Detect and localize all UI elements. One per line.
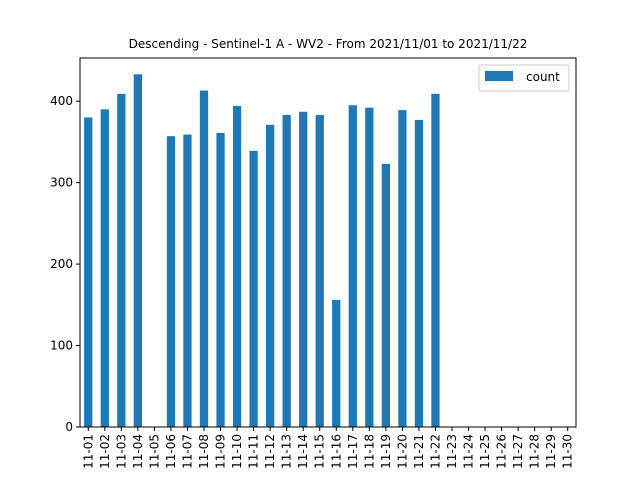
x-tick-label: 11-05 — [147, 434, 161, 469]
y-tick-label: 400 — [50, 94, 73, 108]
x-axis-ticks: 11-01 11-02 11-03 11-04 11-05 11-06 11-07 11-08… — [81, 427, 575, 469]
x-tick-label: 11-30 — [561, 434, 575, 469]
x-tick-label: 11-04 — [131, 434, 145, 469]
x-tick-label: 11-21 — [412, 434, 426, 469]
bar — [315, 115, 324, 428]
bar — [431, 93, 440, 427]
bar — [332, 299, 341, 427]
bar — [166, 136, 176, 427]
y-tick-label: 0 — [65, 420, 73, 434]
bar — [249, 150, 258, 428]
bar — [199, 90, 209, 427]
x-tick-label: 11-16 — [329, 434, 343, 469]
y-tick-label: 300 — [50, 176, 73, 190]
bar — [365, 107, 374, 427]
axes-frame — [79, 57, 577, 428]
y-axis-ticks: 0 100 200 300 400 — [50, 94, 80, 434]
x-tick-label: 11-18 — [362, 434, 376, 469]
bar — [100, 109, 109, 427]
y-tick-label: 100 — [50, 339, 73, 353]
legend-swatch — [485, 71, 513, 81]
x-tick-label: 11-27 — [511, 434, 525, 469]
bar — [216, 132, 225, 427]
x-tick-label: 11-08 — [197, 434, 211, 469]
bar — [398, 110, 407, 427]
bar — [232, 106, 242, 427]
bar — [133, 74, 142, 427]
x-tick-label: 11-29 — [544, 434, 558, 469]
x-tick-label: 11-24 — [462, 434, 476, 469]
bar — [84, 117, 93, 428]
x-tick-label: 11-09 — [214, 434, 228, 469]
x-tick-label: 11-12 — [263, 434, 277, 469]
bar — [183, 134, 192, 427]
bar — [117, 93, 126, 427]
x-tick-label: 11-14 — [296, 434, 310, 469]
x-tick-label: 11-20 — [395, 434, 409, 469]
x-tick-label: 11-19 — [379, 434, 393, 469]
bars-group — [84, 74, 440, 428]
x-tick-label: 11-15 — [313, 434, 327, 469]
legend: count — [478, 64, 570, 92]
x-tick-label: 11-11 — [247, 434, 261, 469]
y-tick-label: 200 — [50, 257, 73, 271]
bar — [299, 111, 308, 427]
x-tick-label: 11-26 — [495, 434, 509, 469]
bar — [282, 115, 291, 428]
x-tick-label: 11-13 — [280, 434, 294, 469]
x-tick-label: 11-23 — [445, 434, 459, 469]
legend-label: count — [526, 70, 560, 84]
x-tick-label: 11-07 — [180, 434, 194, 469]
x-tick-label: 11-03 — [114, 434, 128, 469]
bar — [348, 105, 357, 427]
x-tick-label: 11-17 — [346, 434, 360, 469]
x-tick-label: 11-02 — [98, 434, 112, 469]
x-tick-label: 11-22 — [428, 434, 442, 469]
x-tick-label: 11-25 — [478, 434, 492, 469]
bar — [266, 124, 275, 427]
x-tick-label: 11-10 — [230, 434, 244, 469]
chart-title: Descending - Sentinel-1 A - WV2 - From 2… — [129, 37, 528, 51]
bar — [414, 119, 424, 427]
x-tick-label: 11-06 — [164, 434, 178, 469]
x-tick-label: 11-28 — [528, 434, 542, 469]
bar — [381, 163, 390, 427]
x-tick-label: 11-01 — [81, 434, 95, 469]
